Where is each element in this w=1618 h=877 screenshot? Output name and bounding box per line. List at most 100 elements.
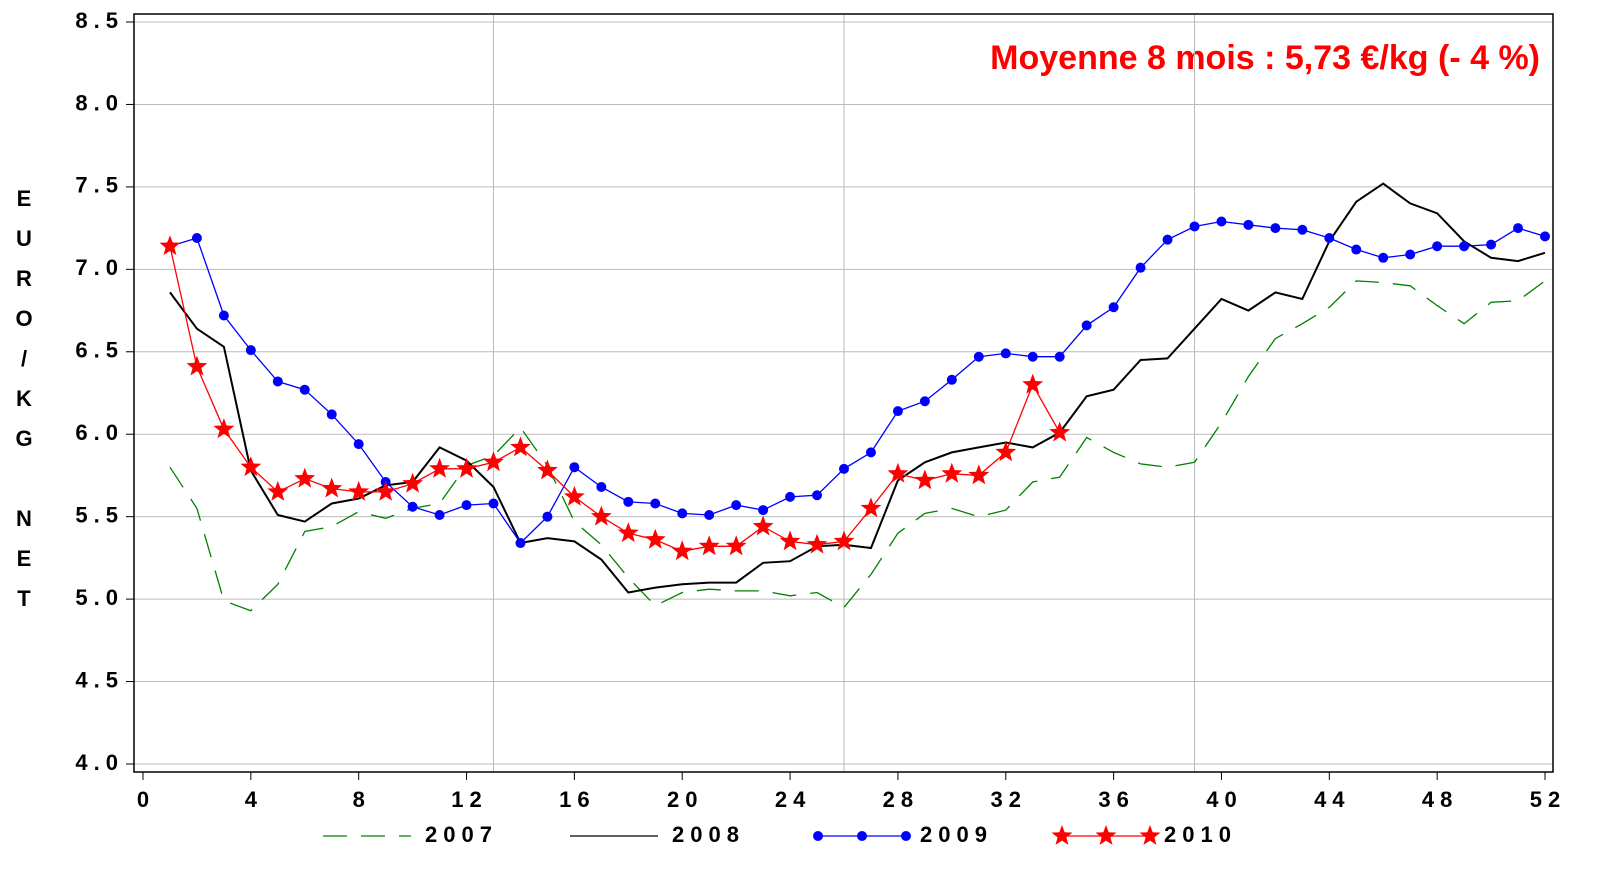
point: [812, 490, 823, 501]
point: [1351, 244, 1362, 255]
point: [1081, 320, 1092, 331]
point: [650, 498, 661, 509]
point: [1378, 252, 1389, 263]
point: [973, 351, 984, 362]
point: [488, 498, 499, 509]
point: [752, 515, 774, 536]
x-tick-label: 48: [1422, 787, 1458, 812]
point: [272, 376, 283, 387]
point: [1027, 351, 1038, 362]
point: [644, 528, 666, 549]
point: [321, 477, 343, 498]
x-tick-label: 12: [451, 787, 487, 812]
point: [461, 500, 472, 511]
y-tick-label: 5.0: [75, 585, 124, 610]
x-tick-label: 8: [353, 787, 371, 812]
x-tick-label: 36: [1098, 787, 1134, 812]
legend-label: 2007: [425, 822, 498, 847]
point: [267, 480, 289, 501]
point: [623, 496, 634, 507]
point: [946, 374, 957, 385]
point: [779, 530, 801, 551]
legend-marker: [1095, 825, 1117, 845]
point: [1108, 302, 1119, 313]
legend-label: 2010: [1164, 822, 1237, 847]
series-line: [169, 220, 1546, 545]
point: [1216, 216, 1227, 227]
point: [704, 510, 715, 521]
point: [245, 345, 256, 356]
legend-marker: [1139, 825, 1161, 845]
point: [1540, 231, 1550, 242]
point: [968, 464, 990, 485]
y-axis-label: EURO/KG NET: [12, 186, 37, 626]
point: [186, 355, 208, 376]
point: [1189, 221, 1200, 232]
point: [299, 384, 310, 395]
series-line: [169, 182, 1546, 594]
point: [542, 511, 553, 522]
point: [1049, 421, 1071, 442]
annotation: Moyenne 8 mois : 5,73 €/kg (- 4 %): [990, 39, 1540, 77]
point: [1405, 249, 1416, 260]
y-tick-label: 7.0: [75, 255, 124, 280]
y-tick-label: 8.5: [75, 8, 124, 33]
point: [213, 418, 235, 439]
point: [483, 451, 504, 472]
point: [1000, 348, 1011, 359]
point: [456, 457, 477, 478]
point: [887, 462, 909, 483]
legend-label: 2008: [672, 822, 745, 847]
point: [191, 233, 202, 244]
point: [806, 533, 828, 554]
y-tick-label: 4.0: [75, 750, 124, 775]
point: [596, 481, 607, 492]
x-tick-label: 32: [991, 787, 1027, 812]
point: [1162, 234, 1173, 245]
point: [617, 522, 639, 543]
legend-marker: [901, 831, 911, 841]
point: [294, 467, 316, 488]
y-tick-label: 5.5: [75, 502, 124, 527]
point: [785, 491, 796, 502]
point: [833, 530, 855, 551]
point: [1513, 223, 1524, 234]
point: [1243, 219, 1254, 230]
y-tick-label: 6.5: [75, 338, 124, 363]
point: [1459, 241, 1470, 252]
point: [1324, 233, 1335, 244]
x-tick-label: 4: [245, 787, 263, 812]
legend-marker: [1051, 825, 1073, 845]
point: [1135, 262, 1146, 273]
point: [1297, 224, 1308, 235]
point: [1432, 241, 1443, 252]
point: [590, 505, 612, 526]
point: [731, 500, 742, 511]
point: [218, 310, 229, 321]
point: [348, 480, 370, 501]
x-tick-label: 40: [1206, 787, 1242, 812]
y-tick-label: 7.5: [75, 173, 124, 198]
point: [1486, 239, 1497, 250]
point: [677, 508, 688, 519]
x-tick-label: 44: [1314, 787, 1350, 812]
point: [429, 457, 450, 478]
x-tick-label: 20: [667, 787, 703, 812]
point: [353, 439, 364, 450]
plot-frame: [133, 13, 1554, 773]
point: [1270, 223, 1281, 234]
point: [563, 485, 585, 506]
series-line: [169, 280, 1546, 612]
y-tick-label: 8.0: [75, 90, 124, 115]
point: [510, 436, 531, 457]
point: [892, 406, 903, 417]
point: [919, 396, 930, 407]
point: [1054, 351, 1065, 362]
point: [995, 441, 1017, 462]
point: [860, 497, 882, 518]
point: [839, 463, 849, 474]
point: [671, 540, 693, 561]
series-line: [169, 246, 1061, 552]
legend-marker: [813, 831, 823, 841]
